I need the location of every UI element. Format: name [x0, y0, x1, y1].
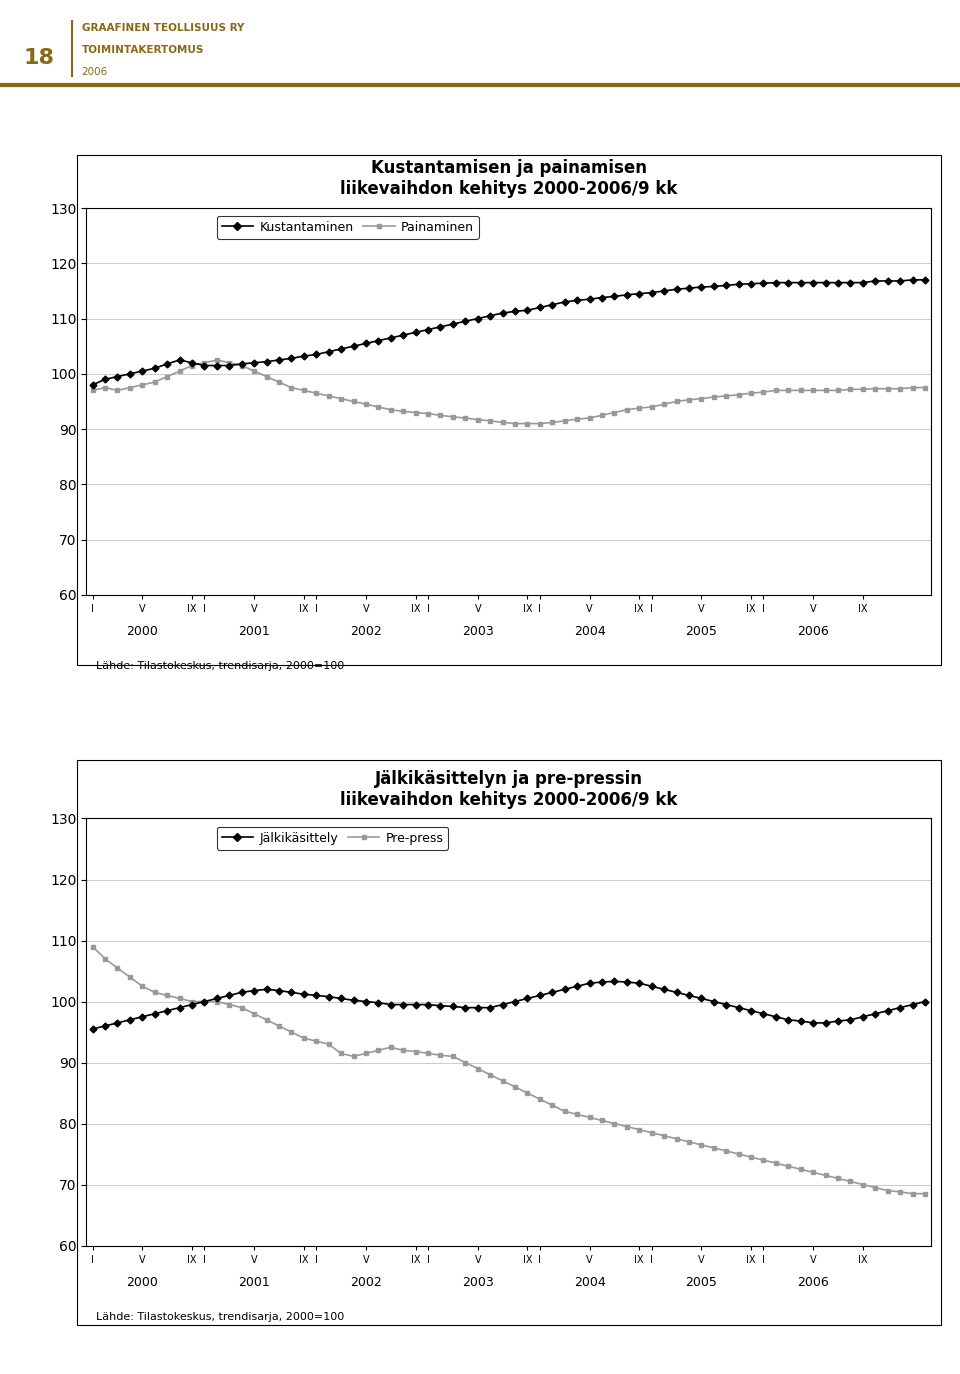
- Pre-press: [559, 1103, 570, 1120]
- Pre-press: [832, 1171, 844, 1187]
- Kustantaminen: [86, 376, 98, 393]
- Text: 2001: 2001: [238, 625, 270, 638]
- Pre-press: [86, 938, 98, 955]
- Jälkikäsittely: [609, 973, 620, 989]
- Pre-press: [274, 1018, 285, 1035]
- Painaminen: [86, 382, 98, 398]
- Text: 2005: 2005: [685, 625, 717, 638]
- Pre-press: [907, 1186, 919, 1202]
- Kustantaminen: [920, 272, 931, 289]
- Text: 2005: 2005: [685, 1276, 717, 1289]
- Jälkikäsittely: [920, 993, 931, 1010]
- Kustantaminen: [286, 350, 298, 367]
- Legend: Kustantaminen, Painaminen: Kustantaminen, Painaminen: [217, 216, 479, 239]
- Legend: Jälkikäsittely, Pre-press: Jälkikäsittely, Pre-press: [217, 827, 448, 849]
- Pre-press: [286, 1024, 298, 1040]
- Text: 2002: 2002: [350, 625, 382, 638]
- Text: 2004: 2004: [574, 625, 606, 638]
- Painaminen: [845, 381, 856, 397]
- Jälkikäsittely: [845, 1011, 856, 1028]
- Text: GRAAFINEN TEOLLISUUS RY: GRAAFINEN TEOLLISUUS RY: [82, 23, 244, 33]
- Line: Painaminen: Painaminen: [91, 359, 926, 426]
- Jälkikäsittely: [571, 978, 583, 995]
- Pre-press: [435, 1047, 446, 1063]
- Line: Kustantaminen: Kustantaminen: [90, 278, 927, 387]
- Painaminen: [509, 415, 520, 431]
- Painaminen: [857, 381, 869, 397]
- Text: 2001: 2001: [238, 1276, 270, 1289]
- Jälkikäsittely: [559, 981, 570, 998]
- Line: Pre-press: Pre-press: [91, 945, 926, 1195]
- Kustantaminen: [274, 352, 285, 368]
- Text: Lähde: Tilastokeskus, trendisarja, 2000=100: Lähde: Tilastokeskus, trendisarja, 2000=…: [96, 1312, 345, 1322]
- Text: 2003: 2003: [462, 625, 493, 638]
- Kustantaminen: [907, 272, 919, 289]
- Text: TOIMINTAKERTOMUS: TOIMINTAKERTOMUS: [82, 45, 204, 55]
- Painaminen: [671, 393, 683, 409]
- Kustantaminen: [832, 275, 844, 291]
- Painaminen: [870, 381, 881, 397]
- Pre-press: [571, 1106, 583, 1123]
- Text: 2004: 2004: [574, 1276, 606, 1289]
- Kustantaminen: [435, 319, 446, 335]
- Jälkikäsittely: [286, 984, 298, 1000]
- Text: 18: 18: [24, 48, 55, 69]
- Text: 2006: 2006: [798, 1276, 829, 1289]
- Painaminen: [708, 389, 720, 405]
- Text: 2006: 2006: [798, 625, 829, 638]
- Jälkikäsittely: [435, 998, 446, 1014]
- Text: 2000: 2000: [127, 1276, 158, 1289]
- Text: 2006: 2006: [82, 67, 108, 77]
- Pre-press: [920, 1186, 931, 1202]
- Text: 2003: 2003: [462, 1276, 493, 1289]
- Title: Jälkikäsittelyn ja pre-pressin
liikevaihdon kehitys 2000-2006/9 kk: Jälkikäsittelyn ja pre-pressin liikevaih…: [340, 769, 678, 809]
- Jälkikäsittely: [274, 982, 285, 999]
- Painaminen: [920, 379, 931, 396]
- Text: Lähde: Tilastokeskus, trendisarja, 2000=100: Lähde: Tilastokeskus, trendisarja, 2000=…: [96, 661, 345, 671]
- Painaminen: [770, 382, 781, 398]
- Kustantaminen: [571, 293, 583, 309]
- Line: Jälkikäsittely: Jälkikäsittely: [90, 978, 927, 1032]
- Kustantaminen: [559, 294, 570, 311]
- Title: Kustantamisen ja painamisen
liikevaihdon kehitys 2000-2006/9 kk: Kustantamisen ja painamisen liikevaihdon…: [340, 159, 678, 198]
- Painaminen: [211, 352, 223, 368]
- Text: 2002: 2002: [350, 1276, 382, 1289]
- Text: 2000: 2000: [127, 625, 158, 638]
- Jälkikäsittely: [86, 1021, 98, 1037]
